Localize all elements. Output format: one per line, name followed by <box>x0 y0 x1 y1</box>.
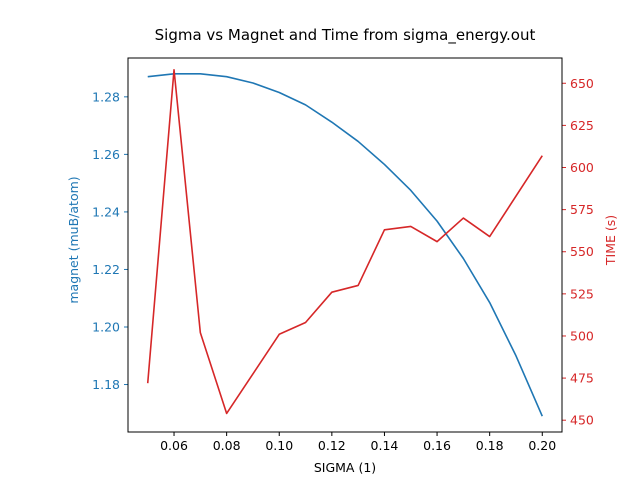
right-y-tick-label: 525 <box>570 286 594 301</box>
x-axis-label: SIGMA (1) <box>314 460 376 475</box>
right-y-tick-label: 550 <box>570 244 594 259</box>
right-y-axis-label: TIME (s) <box>603 215 618 266</box>
right-y-tick-label: 625 <box>570 118 594 133</box>
left-y-tick-label: 1.24 <box>92 204 120 219</box>
right-y-tick-label: 650 <box>570 76 594 91</box>
time-series-line <box>146 68 543 415</box>
left-y-tick-label: 1.20 <box>92 319 120 334</box>
x-tick-label: 0.08 <box>213 438 241 453</box>
left-y-tick-label: 1.28 <box>92 89 120 104</box>
x-tick-label: 0.20 <box>528 438 556 453</box>
right-y-tick-label: 475 <box>570 371 594 386</box>
left-y-tick-label: 1.26 <box>92 147 120 162</box>
magnet-series-line <box>147 73 544 417</box>
x-tick-label: 0.12 <box>318 438 346 453</box>
right-y-tick-label: 500 <box>570 328 594 343</box>
chart-title: Sigma vs Magnet and Time from sigma_ener… <box>155 26 536 45</box>
x-tick-label: 0.06 <box>160 438 188 453</box>
left-y-tick-label: 1.18 <box>92 377 120 392</box>
left-y-tick-label: 1.22 <box>92 262 120 277</box>
x-tick-label: 0.14 <box>371 438 399 453</box>
left-y-axis-label: magnet (muB/atom) <box>66 176 81 303</box>
right-y-tick-label: 450 <box>570 413 594 428</box>
right-y-tick-label: 575 <box>570 202 594 217</box>
x-tick-label: 0.10 <box>265 438 293 453</box>
x-tick-label: 0.16 <box>423 438 451 453</box>
x-tick-label: 0.18 <box>476 438 504 453</box>
right-y-tick-label: 600 <box>570 160 594 175</box>
plot-frame <box>127 57 563 433</box>
